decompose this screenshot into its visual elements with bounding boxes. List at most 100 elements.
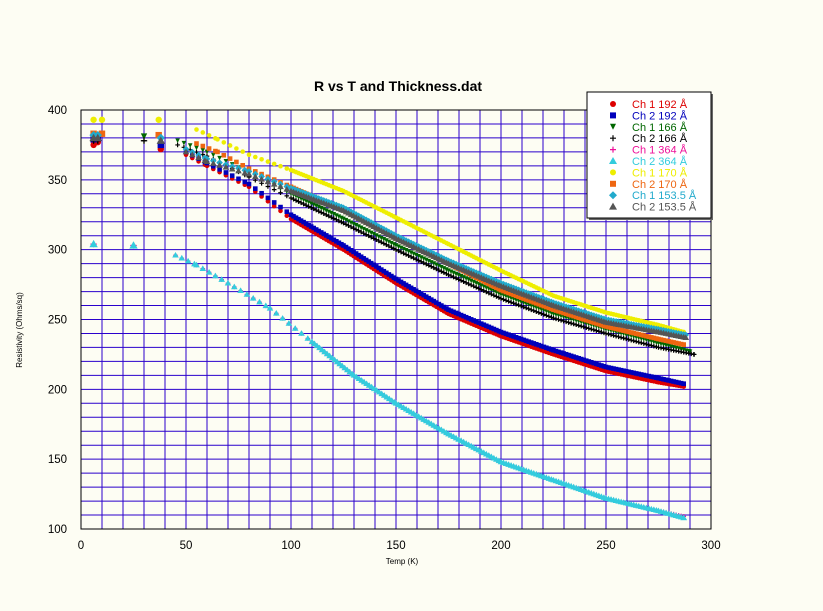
data-point — [434, 262, 439, 268]
data-point — [589, 319, 594, 325]
data-point — [451, 274, 456, 280]
data-point — [277, 183, 284, 190]
x-tick-label: 0 — [78, 540, 84, 552]
data-point — [513, 293, 519, 299]
data-point — [636, 332, 642, 337]
data-point — [393, 247, 399, 252]
data-point — [638, 372, 644, 377]
data-point — [212, 272, 219, 279]
data-point — [271, 200, 277, 205]
data-point — [311, 202, 316, 207]
data-point — [313, 203, 319, 209]
data-point — [313, 227, 319, 232]
data-point — [511, 300, 516, 306]
data-point — [628, 370, 634, 375]
data-point — [544, 345, 549, 351]
data-point — [229, 173, 235, 178]
data-point — [661, 376, 666, 382]
data-point — [456, 277, 461, 282]
data-point — [331, 237, 337, 243]
data-point — [649, 374, 654, 379]
data-point — [431, 298, 437, 304]
data-point — [331, 216, 337, 221]
data-point — [586, 359, 592, 364]
data-point — [521, 304, 526, 310]
data-point — [541, 312, 547, 317]
plot-frame — [80, 109, 712, 530]
data-point — [348, 220, 354, 226]
legend-entry: Ch 1 170 Å — [632, 166, 688, 179]
data-point — [513, 301, 519, 307]
data-point — [413, 288, 419, 294]
data-point — [551, 307, 556, 313]
series-3 — [90, 137, 697, 357]
data-point — [368, 234, 374, 240]
data-point — [551, 347, 556, 353]
data-point — [576, 315, 581, 321]
data-point — [506, 332, 511, 337]
data-point — [636, 339, 642, 345]
data-point — [278, 204, 283, 210]
data-point — [656, 375, 661, 381]
data-point — [544, 313, 549, 318]
data-point — [599, 363, 604, 368]
data-point — [416, 258, 421, 263]
data-point — [618, 335, 624, 340]
data-point — [606, 365, 611, 370]
data-point — [603, 324, 609, 329]
data-point — [491, 284, 497, 289]
data-point — [346, 223, 351, 228]
data-point — [606, 331, 611, 337]
data-point — [501, 330, 506, 336]
data-point — [403, 248, 409, 253]
data-point — [273, 310, 280, 316]
data-point — [256, 298, 263, 305]
data-point — [288, 195, 294, 201]
data-point — [561, 351, 566, 356]
data-point — [413, 257, 419, 262]
data-point — [271, 187, 277, 192]
data-point — [668, 378, 674, 384]
data-point — [301, 201, 306, 207]
data-point — [434, 300, 439, 305]
data-point — [628, 337, 634, 343]
data-point — [211, 152, 216, 158]
data-point — [98, 130, 106, 137]
data-point — [306, 199, 311, 205]
data-point — [553, 308, 559, 313]
data-point — [631, 338, 637, 344]
data-point — [329, 236, 334, 241]
data-point — [396, 248, 401, 254]
data-point — [646, 342, 652, 348]
data-point — [608, 325, 614, 330]
series-9 — [89, 133, 690, 340]
data-point — [393, 276, 399, 282]
data-point — [343, 217, 349, 223]
data-point — [498, 296, 504, 301]
data-point — [506, 290, 511, 296]
data-point — [403, 282, 409, 288]
data-point — [366, 259, 371, 264]
data-point — [356, 228, 361, 234]
data-point — [603, 331, 609, 336]
data-point — [246, 152, 252, 157]
data-point — [494, 294, 499, 299]
legend-entry: Ch 1 153.5 Å — [632, 189, 697, 202]
legend-entry: Ch 1 166 Å — [632, 121, 688, 134]
data-point — [568, 353, 574, 359]
data-point — [583, 325, 589, 330]
data-point — [308, 224, 314, 229]
data-point — [311, 225, 316, 231]
data-point — [298, 330, 305, 336]
data-point — [494, 285, 499, 291]
data-point — [536, 301, 542, 307]
data-point — [426, 295, 432, 301]
data-point — [371, 231, 377, 237]
data-point — [323, 233, 329, 238]
data-point — [253, 186, 258, 191]
data-point — [406, 253, 411, 258]
data-point — [211, 163, 216, 169]
data-point — [293, 198, 299, 203]
data-point — [271, 161, 277, 167]
data-point — [633, 331, 639, 337]
